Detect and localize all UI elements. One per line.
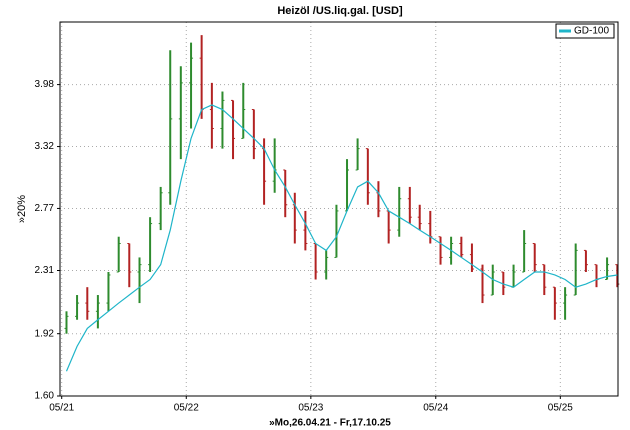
ohlc-bar	[303, 210, 308, 251]
ohlc-bar	[532, 242, 537, 272]
ohlc-bar	[106, 271, 111, 312]
ohlc-bar	[583, 249, 588, 272]
y-tick-label: 2.31	[35, 265, 55, 276]
y-tick-label: 3.98	[35, 79, 55, 90]
ohlc-bar	[178, 66, 183, 160]
ohlc-bar	[605, 257, 610, 280]
y-tick-label: 3.32	[35, 141, 55, 152]
ohlc-bar	[64, 311, 69, 334]
ohlc-bar	[116, 236, 121, 273]
legend-box	[555, 23, 615, 39]
ohlc-bar	[127, 242, 132, 288]
ohlc-bar	[438, 236, 443, 265]
ohlc-bar	[168, 50, 173, 205]
plot-frame	[59, 21, 619, 397]
ohlc-bar	[189, 42, 194, 129]
ohlc-bar	[407, 186, 412, 224]
y-axis-label: »20%	[16, 195, 28, 223]
ohlc-bar	[563, 287, 568, 320]
ohlc-bar	[158, 186, 163, 231]
y-tick-label: 2.77	[35, 203, 55, 214]
ohlc-bar	[365, 148, 370, 205]
x-tick-label: 05/21	[49, 403, 74, 414]
ohlc-bar	[95, 295, 100, 329]
y-tick-label: 1.92	[35, 328, 55, 339]
ohlc-bar	[480, 264, 485, 304]
ohlc-bar	[417, 204, 422, 231]
ohlc-bar	[522, 230, 527, 273]
plot-area: 1.60 1.92 2.31 2.77 3.32 3.98 05/21 05/22 05/23 0…	[35, 22, 620, 414]
x-tick-label: 05/25	[548, 403, 573, 414]
ohlc-bar	[75, 295, 80, 320]
ohlc-bar	[469, 243, 474, 272]
ohlc-bar	[220, 91, 225, 149]
ohlc-bar	[324, 250, 329, 280]
ohlc-bar	[459, 236, 464, 258]
moving-average-line	[65, 104, 618, 372]
x-tick-label: 05/23	[298, 403, 323, 414]
legend-label: GD-100	[574, 26, 609, 37]
y-tick-label: 1.60	[35, 391, 55, 402]
ohlc-bar	[397, 186, 402, 237]
x-axis-label: »Mo,26.04.21 - Fr,17.10.25	[269, 418, 391, 429]
ohlc-bar	[355, 138, 360, 171]
ohlc-bar	[334, 204, 339, 258]
ohlc-bar	[231, 99, 236, 160]
legend: GD-100	[555, 23, 615, 39]
x-tick-label: 05/24	[423, 403, 448, 414]
ohlc-bar	[148, 217, 153, 272]
chart-title: Heizöl /US.liq.gal. [USD]	[277, 5, 403, 17]
ohlc-bar	[542, 264, 547, 296]
ohlc-bar	[283, 169, 288, 218]
ohlc-bar	[209, 82, 214, 149]
ohlc-bar	[251, 109, 256, 160]
ohlc-bar	[552, 286, 557, 320]
ohlc-bar	[85, 287, 90, 320]
ohlc-bar	[137, 257, 142, 304]
x-tick-label: 05/22	[174, 403, 199, 414]
